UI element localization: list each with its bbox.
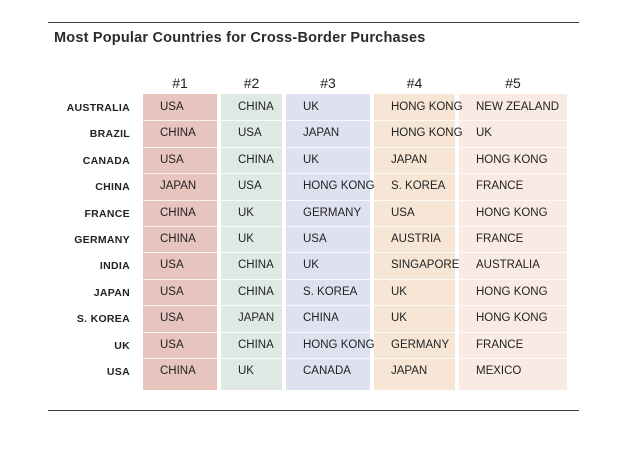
table-cell: UK xyxy=(303,101,319,113)
table-cell: UK xyxy=(238,233,254,245)
row-label: FRANCE xyxy=(84,207,130,220)
row-label: GERMANY xyxy=(74,234,130,246)
row-separator xyxy=(143,305,567,306)
row-separator xyxy=(143,358,567,359)
table-cell: USA xyxy=(238,180,262,193)
table-cell: CHINA xyxy=(238,153,274,166)
table-cell: CHINA xyxy=(160,365,196,377)
row-label: BRAZIL xyxy=(89,128,130,141)
row-label: JAPAN xyxy=(93,286,130,299)
column-band-3 xyxy=(286,94,370,390)
table-cell: USA xyxy=(160,285,184,298)
table-cell: HONG KONG xyxy=(476,312,548,325)
table-cell: CHINA xyxy=(160,127,196,140)
table-cell: CHINA xyxy=(160,206,196,219)
column-header-1: #1 xyxy=(172,75,188,91)
column-header-4: #4 xyxy=(406,75,423,91)
row-separator xyxy=(143,147,567,148)
row-label: AUSTRALIA xyxy=(66,102,130,114)
table-cell: USA xyxy=(238,127,262,140)
table-cell: UK xyxy=(391,285,407,298)
table-cell: JAPAN xyxy=(391,365,428,377)
table-cell: AUSTRIA xyxy=(391,233,441,245)
column-header-3: #3 xyxy=(320,75,336,91)
table-cell: CHINA xyxy=(238,259,274,272)
row-separator xyxy=(143,252,567,253)
row-separator xyxy=(143,226,567,227)
column-header-2: #2 xyxy=(243,75,260,91)
row-label: USA xyxy=(106,366,130,378)
table-cell: S. KOREA xyxy=(391,180,446,193)
row-separator xyxy=(143,173,567,174)
bottom-rule xyxy=(48,410,579,411)
table-cell: HONG KONG xyxy=(303,338,375,351)
table-cell: GERMANY xyxy=(391,338,450,351)
column-band-2 xyxy=(221,94,282,390)
table-cell: UK xyxy=(238,365,254,377)
table-cell: FRANCE xyxy=(476,233,524,245)
table-cell: USA xyxy=(303,233,327,245)
table-cell: JAPAN xyxy=(391,153,428,166)
row-label: INDIA xyxy=(99,260,130,273)
table-cell: UK xyxy=(476,127,492,140)
table-cell: HONG KONG xyxy=(391,127,463,140)
table-cell: CHINA xyxy=(303,312,339,325)
row-separator xyxy=(143,332,567,333)
table-cell: UK xyxy=(391,312,407,325)
table-cell: HONG KONG xyxy=(391,101,463,113)
top-rule xyxy=(48,22,579,23)
row-separator xyxy=(143,200,567,201)
row-separator xyxy=(143,120,567,121)
table-cell: HONG KONG xyxy=(476,153,548,166)
table-cell: MEXICO xyxy=(476,365,522,377)
table-cell: AUSTRALIA xyxy=(476,259,540,272)
table-cell: GERMANY xyxy=(303,206,362,219)
table-cell: CHINA xyxy=(238,285,274,298)
column-band-4 xyxy=(374,94,455,390)
table-cell: USA xyxy=(160,101,184,113)
row-label: UK xyxy=(114,339,130,352)
row-label: CHINA xyxy=(95,181,130,194)
table-cell: JAPAN xyxy=(303,127,340,140)
column-header-5: #5 xyxy=(505,75,521,91)
table-cell: USA xyxy=(160,259,184,272)
row-label: S. KOREA xyxy=(76,313,130,326)
table-cell: JAPAN xyxy=(238,312,275,325)
table-cell: USA xyxy=(160,312,184,325)
table-cell: S. KOREA xyxy=(303,285,358,298)
table-cell: CHINA xyxy=(160,233,196,245)
table-cell: FRANCE xyxy=(476,338,524,351)
row-separator xyxy=(143,279,567,280)
table-cell: HONG KONG xyxy=(476,285,548,298)
table-cell: NEW ZEALAND xyxy=(476,101,560,113)
table-cell: CHINA xyxy=(238,338,274,351)
table-cell: USA xyxy=(160,153,184,166)
table-cell: JAPAN xyxy=(160,180,197,193)
table-cell: CHINA xyxy=(238,101,274,113)
row-label: CANADA xyxy=(82,154,130,167)
column-band-5 xyxy=(459,94,567,390)
table-cell: UK xyxy=(303,153,319,166)
table-cell: USA xyxy=(160,338,184,351)
table-cell: FRANCE xyxy=(476,180,524,193)
table-cell: HONG KONG xyxy=(476,206,548,219)
column-band-1 xyxy=(143,94,217,390)
table-cell: UK xyxy=(238,206,254,219)
chart-title: Most Popular Countries for Cross-Border … xyxy=(54,30,426,46)
table-cell: SINGAPORE xyxy=(391,259,460,272)
table-cell: UK xyxy=(303,259,319,272)
table-cell: USA xyxy=(391,206,415,219)
table-cell: CANADA xyxy=(303,365,351,377)
table-cell: HONG KONG xyxy=(303,180,375,193)
